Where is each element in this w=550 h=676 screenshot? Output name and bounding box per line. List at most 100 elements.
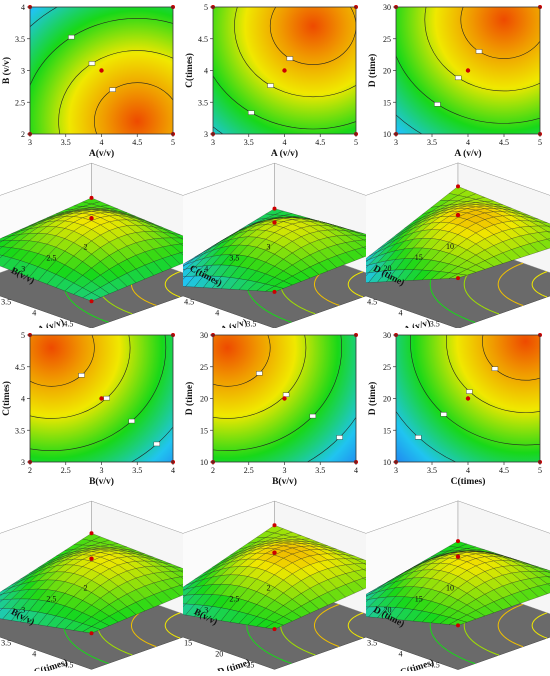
- y-tick-label: 5: [204, 3, 208, 12]
- floor-contour: [313, 603, 340, 648]
- y-tick-label: 3: [21, 606, 25, 615]
- x-tick-label: 4: [215, 308, 219, 317]
- design-point: [465, 396, 471, 401]
- design-point: [456, 623, 460, 628]
- y-tick-label: 4.5: [15, 363, 25, 372]
- x-tick-label: 3.5: [427, 138, 437, 147]
- surface-plot-ac: 8085909554.543.5333.544.55A (v/v)C(times…: [137, 162, 401, 339]
- panel-contour-AD: 3 3.5 4 4.5 5 10 15 20 25 30 A (v/v) D (time): [366, 0, 550, 160]
- x-tick-label: 4: [32, 308, 36, 317]
- contour-line: [482, 335, 540, 381]
- design-point: [456, 184, 460, 189]
- x-tick-label: 3: [28, 138, 32, 147]
- x-tick-label: 4: [466, 138, 470, 147]
- x-tick-label: 3: [100, 466, 104, 475]
- contour-plot-bc: 2 2.5 3 3.5 4 3 3.5 4 4.5 5 B(v/v) C(times): [1, 331, 175, 487]
- floor-contour: [164, 612, 181, 639]
- x-axis-label: C(times): [399, 657, 436, 671]
- x-tick-label: 3.5: [61, 138, 71, 147]
- y-tick-label: 2.5: [229, 595, 239, 604]
- contour-lines: [396, 7, 540, 134]
- contour-line: [30, 18, 173, 87]
- panel-contour-CD: 3 3.5 4 4.5 5 10 15 20 25 30 C(times) D (time): [366, 328, 550, 488]
- floor-contour: [531, 271, 548, 298]
- panel-surface-BD: 7580859095101520253022.533.54D (time)B(v…: [137, 496, 401, 676]
- y-tick-label: 25: [383, 363, 391, 372]
- contour-label-box: [415, 434, 422, 440]
- panel-contour-AC: 3 3.5 4 4.5 5 3 3.5 4 4.5 5 A (v/v) C(times): [183, 0, 366, 160]
- design-point: [99, 396, 104, 401]
- y-tick-label: 3: [21, 458, 25, 467]
- y-tick-label: 10: [383, 130, 391, 139]
- x-tick-label: 25: [246, 660, 254, 669]
- y-tick-label: 25: [200, 363, 208, 372]
- contour-label-box: [267, 83, 274, 88]
- x-axis-label: C(times): [451, 476, 486, 487]
- contour-plot-ab: 3 3.5 4 4.5 522.533.54A(v/v)B (v/v): [1, 3, 175, 159]
- y-tick-label: 3: [204, 130, 208, 139]
- x-axis-label: A (v/v): [36, 317, 65, 328]
- x-axis-label: A (v/v): [219, 317, 248, 328]
- contour-line: [424, 7, 540, 92]
- design-point: [456, 539, 460, 544]
- x-tick-label: 3.5: [427, 466, 437, 475]
- floor-contour: [347, 271, 364, 298]
- y-tick-label: 3: [21, 67, 25, 76]
- contour-label-box: [153, 441, 161, 447]
- contour-plot-bd: 2 2.5 3 3.5 4 10 15 20 25 30 B(v/v) D (time): [184, 331, 358, 487]
- contour-line: [460, 7, 540, 59]
- x-tick-label: 5: [354, 138, 358, 147]
- y-tick-label: 15: [415, 253, 423, 262]
- design-point: [272, 289, 277, 294]
- design-point: [99, 68, 104, 73]
- contour-label-box: [103, 395, 110, 401]
- x-axis-label: A (v/v): [271, 148, 298, 159]
- x-tick-label: 2: [28, 466, 32, 475]
- y-tick-label: 30: [383, 331, 391, 340]
- x-tick-label: 20: [215, 649, 223, 658]
- design-point: [89, 556, 94, 561]
- x-axis-label: B(v/v): [272, 476, 297, 487]
- y-tick-label: 2: [84, 242, 88, 251]
- contour-line: [269, 7, 356, 65]
- surface-mesh: [0, 533, 217, 634]
- contour-label-box: [455, 75, 462, 81]
- y-tick-label: 20: [383, 264, 391, 273]
- x-tick-label: 3.5: [1, 297, 11, 306]
- x-tick-label: 3.5: [246, 319, 256, 328]
- contour-line: [213, 335, 271, 387]
- contour-lines: [396, 335, 540, 462]
- contour-line: [410, 335, 540, 446]
- y-tick-label: 3.5: [15, 35, 25, 44]
- panel-surface-AD: 758085909554.543.531015202530A (v/v)D (t…: [320, 160, 550, 339]
- y-tick-label: 4: [21, 395, 25, 404]
- surface-plot-ad: 758085909554.543.531015202530A (v/v)D (t…: [320, 162, 550, 339]
- y-tick-label: 3: [267, 242, 271, 251]
- x-tick-label: 3: [211, 138, 215, 147]
- x-tick-label: 4: [32, 649, 36, 658]
- y-axis-label: B (v/v): [1, 57, 12, 84]
- design-point: [89, 216, 94, 221]
- contour-label-box: [434, 102, 441, 107]
- x-tick-label: 2.5: [244, 466, 254, 475]
- contour-label-box: [109, 87, 116, 92]
- x-tick-label: 3.5: [430, 319, 440, 328]
- design-point: [282, 396, 287, 401]
- y-tick-label: 2.5: [46, 253, 56, 262]
- y-tick-label: 15: [200, 426, 208, 435]
- panel-surface-AC: 8085909554.543.5333.544.55A (v/v)C(times…: [137, 160, 401, 339]
- y-tick-label: 10: [383, 458, 391, 467]
- design-point: [272, 627, 277, 632]
- design-point: [89, 195, 94, 200]
- panel-contour-BC: 2 2.5 3 3.5 4 3 3.5 4 4.5 5 B(v/v) C(times): [0, 328, 183, 488]
- y-tick-label: 3: [204, 606, 208, 615]
- y-axis-label: D (time): [184, 382, 195, 416]
- x-tick-label: 5: [171, 138, 175, 147]
- x-tick-label: 3.5: [1, 638, 11, 647]
- panel-contour-BD: 2 2.5 3 3.5 4 10 15 20 25 30 B(v/v) D (time): [183, 328, 366, 488]
- y-tick-label: 2: [21, 130, 25, 139]
- design-point: [89, 531, 94, 536]
- contour-line: [30, 335, 131, 419]
